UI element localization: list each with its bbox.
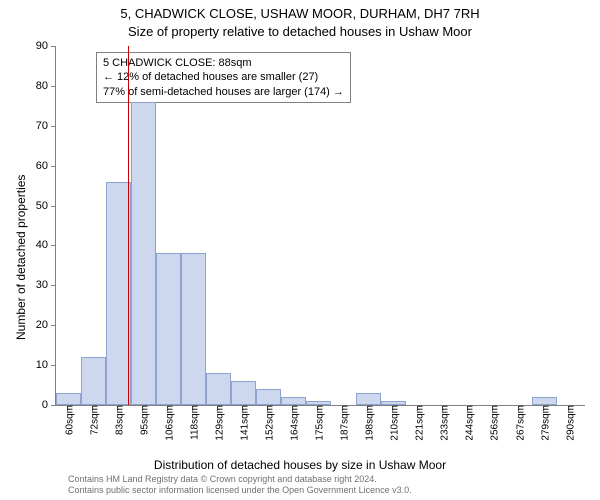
x-tick-label: 244sqm	[459, 405, 476, 441]
histogram-bar	[381, 401, 406, 405]
y-tick-label: 40	[36, 239, 56, 251]
annotation-line1: 5 CHADWICK CLOSE: 88sqm	[103, 56, 344, 70]
x-axis-label: Distribution of detached houses by size …	[0, 458, 600, 472]
histogram-bar	[181, 253, 206, 405]
x-tick-label: 256sqm	[484, 405, 501, 441]
y-tick-label: 90	[36, 40, 56, 52]
x-tick-label: 129sqm	[209, 405, 226, 441]
chart-container: 5, CHADWICK CLOSE, USHAW MOOR, DURHAM, D…	[0, 0, 600, 500]
marker-line	[128, 46, 129, 405]
y-tick-label: 80	[36, 80, 56, 92]
title-address: 5, CHADWICK CLOSE, USHAW MOOR, DURHAM, D…	[0, 6, 600, 21]
x-tick-label: 175sqm	[309, 405, 326, 441]
histogram-bar	[256, 389, 281, 405]
histogram-bar	[56, 393, 81, 405]
y-axis-label: Number of detached properties	[14, 175, 28, 340]
histogram-bar	[532, 397, 557, 405]
annotation-box: 5 CHADWICK CLOSE: 88sqm ← 12% of detache…	[96, 52, 351, 103]
x-tick-label: 118sqm	[184, 405, 201, 440]
histogram-bar	[81, 357, 106, 405]
histogram-bar	[206, 373, 231, 405]
x-tick-label: 279sqm	[534, 405, 551, 441]
x-tick-label: 164sqm	[284, 405, 301, 441]
histogram-bar	[156, 253, 181, 405]
credits: Contains HM Land Registry data © Crown c…	[68, 474, 412, 496]
y-tick-label: 60	[36, 160, 56, 172]
x-tick-label: 198sqm	[359, 405, 376, 441]
x-tick-label: 152sqm	[259, 405, 276, 441]
x-tick-label: 267sqm	[509, 405, 526, 441]
credit-line1: Contains HM Land Registry data © Crown c…	[68, 474, 412, 485]
y-tick-label: 0	[42, 399, 56, 411]
x-tick-label: 141sqm	[234, 405, 251, 441]
x-tick-label: 106sqm	[159, 405, 176, 441]
histogram-bar	[231, 381, 256, 405]
x-tick-label: 210sqm	[384, 405, 401, 441]
x-tick-label: 60sqm	[58, 405, 75, 435]
x-tick-label: 95sqm	[133, 405, 150, 435]
annotation-line2: ← 12% of detached houses are smaller (27…	[103, 70, 344, 84]
annotation-line3: 77% of semi-detached houses are larger (…	[103, 85, 344, 99]
x-tick-label: 233sqm	[434, 405, 451, 441]
x-tick-label: 187sqm	[334, 405, 351, 441]
y-tick-label: 70	[36, 120, 56, 132]
histogram-bar	[281, 397, 306, 405]
x-tick-label: 221sqm	[409, 405, 426, 441]
title-subtitle: Size of property relative to detached ho…	[0, 24, 600, 39]
histogram-bar	[131, 102, 156, 405]
x-tick-label: 72sqm	[83, 405, 100, 435]
plot-area: 5 CHADWICK CLOSE: 88sqm ← 12% of detache…	[55, 46, 585, 406]
histogram-bar	[306, 401, 331, 405]
y-tick-label: 30	[36, 279, 56, 291]
credit-line2: Contains public sector information licen…	[68, 485, 412, 496]
y-tick-label: 20	[36, 319, 56, 331]
x-tick-label: 290sqm	[559, 405, 576, 441]
y-tick-label: 50	[36, 200, 56, 212]
x-tick-label: 83sqm	[108, 405, 125, 435]
histogram-bar	[356, 393, 381, 405]
y-tick-label: 10	[36, 359, 56, 371]
